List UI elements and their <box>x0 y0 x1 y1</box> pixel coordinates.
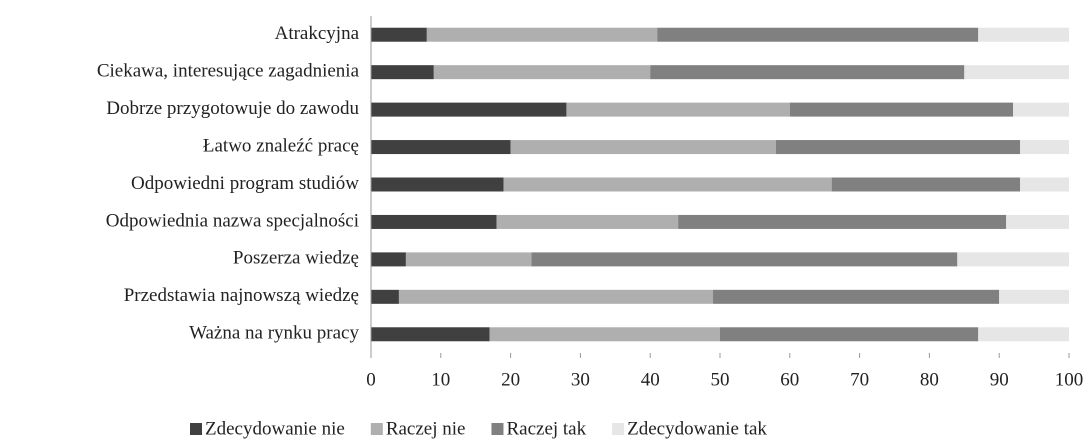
y-tick-label: Poszerza wiedzę <box>233 248 359 269</box>
bar-segment <box>510 140 776 155</box>
legend-swatch <box>491 423 504 435</box>
bar-segment <box>831 177 1021 192</box>
x-tick-label: 60 <box>780 369 799 390</box>
legend-label: Zdecydowanie tak <box>627 418 767 439</box>
bar-segment <box>775 140 1021 155</box>
bar-segment <box>1020 140 1069 155</box>
bar-segment <box>789 102 1014 117</box>
bar-segment <box>650 65 965 80</box>
y-tick-label: Dobrze przygotowuje do zawodu <box>106 98 359 119</box>
legend-label: Raczej nie <box>386 418 466 439</box>
bar-segment <box>371 327 490 342</box>
x-tick-label: 40 <box>641 369 660 390</box>
x-tick-label: 0 <box>366 369 376 390</box>
bar-segment <box>720 327 979 342</box>
y-tick-label: Przedstawia najnowszą wiedzę <box>124 285 359 306</box>
y-tick-label: Ważna na rynku pracy <box>189 323 359 344</box>
bar-segment <box>433 65 651 80</box>
bar-segment <box>371 289 399 304</box>
y-tick-label: Ciekawa, interesujące zagadnienia <box>97 61 360 82</box>
bar-segment <box>371 252 406 267</box>
bar-segment <box>371 65 434 80</box>
x-tick-label: 20 <box>501 369 520 390</box>
bar-segment <box>678 214 1007 229</box>
bar-segment <box>405 252 532 267</box>
bar-segment <box>1020 177 1069 192</box>
y-tick-label: Odpowiednia nazwa specjalności <box>106 210 359 231</box>
bar-segment <box>657 27 979 42</box>
legend-label: Zdecydowanie nie <box>205 418 345 439</box>
legend-swatch <box>612 423 625 435</box>
x-tick-label: 10 <box>431 369 450 390</box>
legend-swatch <box>370 423 383 435</box>
bar-segment <box>371 27 427 42</box>
x-tick-label: 50 <box>711 369 730 390</box>
bar-segment <box>531 252 958 267</box>
y-tick-label: Łatwo znaleźć pracę <box>203 135 359 156</box>
x-tick-label: 90 <box>990 369 1009 390</box>
y-tick-label: Atrakcyjna <box>275 23 360 44</box>
bar-segment <box>426 27 658 42</box>
bar-segment <box>496 214 679 229</box>
bar-segment <box>999 289 1069 304</box>
x-tick-label: 80 <box>920 369 939 390</box>
bar-segment <box>398 289 714 304</box>
bar-segment <box>964 65 1069 80</box>
bar-segment <box>503 177 832 192</box>
bar-segment <box>566 102 790 117</box>
y-tick-label: Odpowiedni program studiów <box>131 173 359 194</box>
bar-segment <box>978 27 1069 42</box>
x-tick-label: 100 <box>1055 369 1084 390</box>
bar-segment <box>371 214 497 229</box>
bar-segment <box>1006 214 1069 229</box>
bar-segment <box>978 327 1069 342</box>
x-tick-label: 30 <box>571 369 590 390</box>
x-tick-label: 70 <box>850 369 869 390</box>
bar-segment <box>371 140 511 155</box>
bar-segment <box>371 177 504 192</box>
bar-segment <box>489 327 720 342</box>
bar-segment <box>713 289 1000 304</box>
legend-label: Raczej tak <box>506 418 586 439</box>
bar-segment <box>371 102 567 117</box>
legend-swatch <box>190 423 202 435</box>
bar-segment <box>957 252 1069 267</box>
bar-segment <box>1013 102 1069 117</box>
